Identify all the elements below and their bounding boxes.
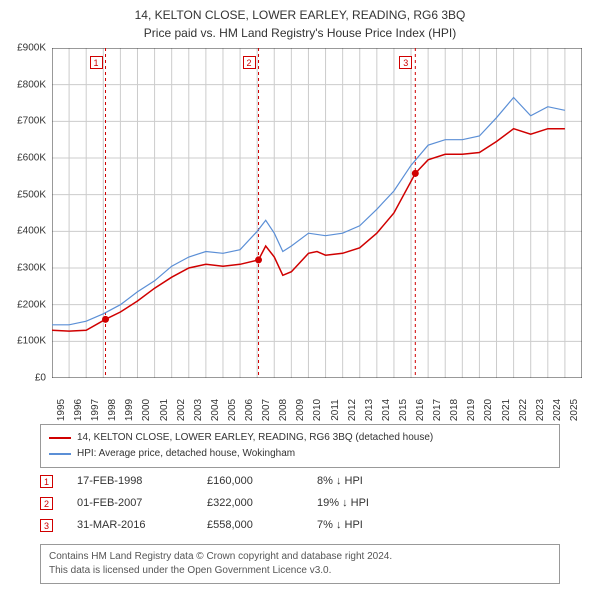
sale-diff: 19% ↓ HPI bbox=[317, 497, 427, 509]
sale-date: 01-FEB-2007 bbox=[77, 497, 207, 509]
x-tick-label: 2014 bbox=[381, 399, 392, 421]
y-tick-label: £300K bbox=[17, 263, 46, 274]
legend-item: 14, KELTON CLOSE, LOWER EARLEY, READING,… bbox=[49, 430, 551, 446]
x-tick-label: 2008 bbox=[278, 399, 289, 421]
footer-line1: Contains HM Land Registry data © Crown c… bbox=[49, 550, 551, 564]
legend-box: 14, KELTON CLOSE, LOWER EARLEY, READING,… bbox=[40, 424, 560, 468]
sale-marker-3: 3 bbox=[399, 56, 412, 69]
chart-area: 1 2 3 bbox=[52, 48, 582, 378]
y-tick-label: £800K bbox=[17, 79, 46, 90]
sale-marker-2: 2 bbox=[243, 56, 256, 69]
y-tick-label: £700K bbox=[17, 116, 46, 127]
sale-date: 31-MAR-2016 bbox=[77, 519, 207, 531]
x-tick-label: 2004 bbox=[210, 399, 221, 421]
y-tick-label: £0 bbox=[35, 373, 46, 384]
legend-swatch bbox=[49, 453, 71, 455]
x-tick-label: 2023 bbox=[535, 399, 546, 421]
legend-swatch bbox=[49, 437, 71, 439]
x-tick-label: 2006 bbox=[244, 399, 255, 421]
title-line2: Price paid vs. HM Land Registry's House … bbox=[0, 24, 600, 42]
x-tick-label: 1996 bbox=[73, 399, 84, 421]
x-tick-label: 2016 bbox=[415, 399, 426, 421]
x-tick-label: 2017 bbox=[432, 399, 443, 421]
x-tick-label: 2021 bbox=[501, 399, 512, 421]
sale-row: 2 01-FEB-2007£322,00019% ↓ HPI bbox=[40, 492, 427, 514]
x-tick-label: 2003 bbox=[193, 399, 204, 421]
x-tick-label: 2015 bbox=[398, 399, 409, 421]
x-tick-label: 2005 bbox=[227, 399, 238, 421]
x-tick-label: 2009 bbox=[295, 399, 306, 421]
y-tick-label: £900K bbox=[17, 43, 46, 54]
legend-item: HPI: Average price, detached house, Woki… bbox=[49, 446, 551, 462]
footer-line2: This data is licensed under the Open Gov… bbox=[49, 564, 551, 578]
y-tick-label: £600K bbox=[17, 153, 46, 164]
sale-number-box: 2 bbox=[40, 497, 53, 510]
x-tick-label: 2002 bbox=[176, 399, 187, 421]
x-tick-label: 2007 bbox=[261, 399, 272, 421]
x-tick-label: 1997 bbox=[90, 399, 101, 421]
y-tick-label: £100K bbox=[17, 336, 46, 347]
legend-label: HPI: Average price, detached house, Woki… bbox=[77, 446, 295, 462]
sale-marker-1: 1 bbox=[90, 56, 103, 69]
chart-svg bbox=[52, 48, 582, 378]
sale-number-box: 1 bbox=[40, 475, 53, 488]
x-tick-label: 2011 bbox=[330, 399, 341, 421]
x-tick-label: 1998 bbox=[107, 399, 118, 421]
x-tick-label: 2020 bbox=[483, 399, 494, 421]
sale-price: £322,000 bbox=[207, 497, 317, 509]
y-tick-label: £400K bbox=[17, 226, 46, 237]
x-tick-label: 2022 bbox=[518, 399, 529, 421]
x-tick-label: 2012 bbox=[347, 399, 358, 421]
sale-price: £160,000 bbox=[207, 475, 317, 487]
x-tick-label: 2010 bbox=[312, 399, 323, 421]
sale-row: 3 31-MAR-2016£558,0007% ↓ HPI bbox=[40, 514, 427, 536]
y-tick-label: £500K bbox=[17, 189, 46, 200]
sale-diff: 8% ↓ HPI bbox=[317, 475, 427, 487]
x-tick-label: 1995 bbox=[56, 399, 67, 421]
sale-diff: 7% ↓ HPI bbox=[317, 519, 427, 531]
sales-table: 1 17-FEB-1998£160,0008% ↓ HPI 2 01-FEB-2007… bbox=[40, 470, 427, 536]
y-tick-label: £200K bbox=[17, 299, 46, 310]
y-axis-labels: £0£100K£200K£300K£400K£500K£600K£700K£80… bbox=[0, 48, 50, 378]
chart-container: 14, KELTON CLOSE, LOWER EARLEY, READING,… bbox=[0, 0, 600, 590]
legend-label: 14, KELTON CLOSE, LOWER EARLEY, READING,… bbox=[77, 430, 433, 446]
sale-date: 17-FEB-1998 bbox=[77, 475, 207, 487]
x-tick-label: 2013 bbox=[364, 399, 375, 421]
sale-row: 1 17-FEB-1998£160,0008% ↓ HPI bbox=[40, 470, 427, 492]
footer-box: Contains HM Land Registry data © Crown c… bbox=[40, 544, 560, 584]
sale-number-box: 3 bbox=[40, 519, 53, 532]
sale-price: £558,000 bbox=[207, 519, 317, 531]
x-axis-labels: 1995 1996 1997 1998 1999 2000 2001 2002 2003 2004… bbox=[52, 382, 582, 422]
title-line1: 14, KELTON CLOSE, LOWER EARLEY, READING,… bbox=[0, 6, 600, 24]
x-tick-label: 2024 bbox=[552, 399, 563, 421]
title-block: 14, KELTON CLOSE, LOWER EARLEY, READING,… bbox=[0, 0, 600, 42]
x-tick-label: 1999 bbox=[124, 399, 135, 421]
x-tick-label: 2019 bbox=[466, 399, 477, 421]
x-tick-label: 2025 bbox=[569, 399, 580, 421]
x-tick-label: 2018 bbox=[449, 399, 460, 421]
x-tick-label: 2001 bbox=[159, 399, 170, 421]
x-tick-label: 2000 bbox=[141, 399, 152, 421]
